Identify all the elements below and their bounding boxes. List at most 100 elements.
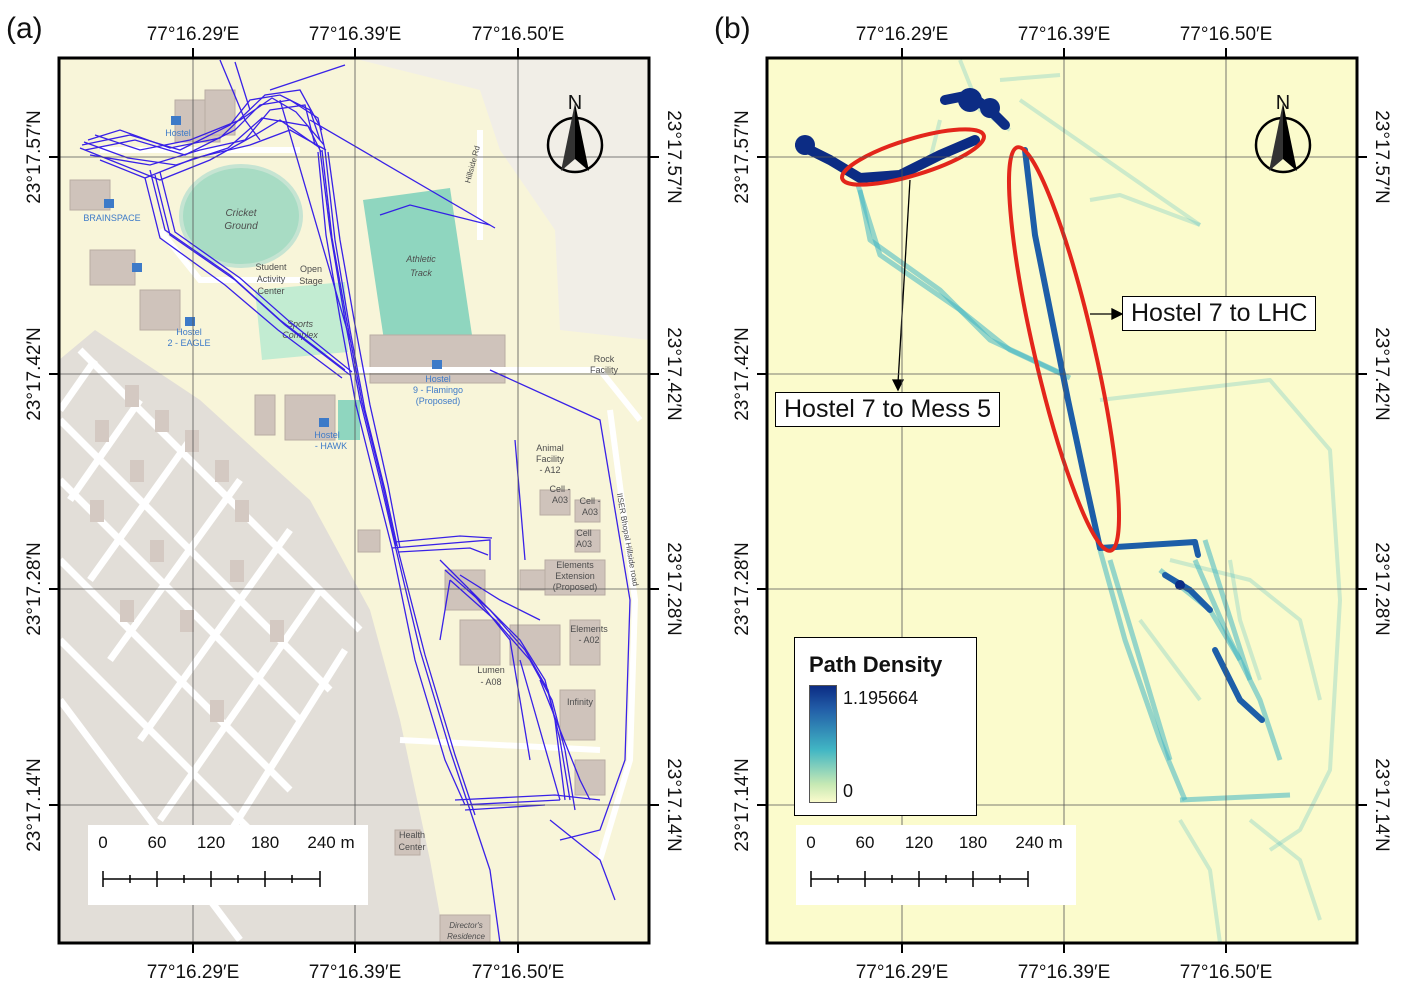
label-residence: Residence: [447, 932, 485, 941]
label-student: Student: [255, 262, 287, 272]
lon-label-bottom: 77°16.29′E: [856, 962, 949, 983]
lon-label-top: 77°16.39′E: [309, 24, 402, 45]
density-strong: [1022, 147, 1265, 723]
label-a02: - A02: [578, 635, 599, 645]
lat-label-left: 23°17.14′N: [24, 758, 45, 852]
label-hawk: - HAWK: [315, 441, 347, 451]
label-a08: - A08: [480, 677, 501, 687]
label-health: Health: [399, 830, 425, 840]
label-stage: Stage: [299, 276, 323, 286]
highlight-lhc: [1007, 145, 1121, 553]
label-cell2-a03: A03: [582, 507, 598, 517]
lat-label-right: 23°17.57′N: [663, 110, 684, 204]
scale-bar: 0 60 120 180 240 m: [88, 825, 368, 905]
scale-label: 0: [806, 833, 816, 852]
label-hostel9: Hostel: [425, 374, 451, 384]
lon-label-bottom: 77°16.39′E: [309, 962, 402, 983]
cricket-ground: [179, 164, 303, 268]
lat-label-left: 23°17.57′N: [732, 110, 753, 204]
label-lumen: Lumen: [477, 665, 505, 675]
label-cell2: Cell -: [579, 496, 600, 506]
label-elements-ext: Elements: [556, 560, 594, 570]
lat-label-left: 23°17.28′N: [24, 542, 45, 636]
label-animal-facility: Facility: [536, 454, 565, 464]
path-density-legend: Path Density 1.195664 0: [794, 637, 977, 816]
label-rock-facility: Facility: [590, 365, 619, 375]
panel-a-tag: (a): [6, 12, 43, 45]
annotation-hostel-mess: Hostel 7 to Mess 5: [775, 392, 1001, 427]
north-arrow-icon: N: [546, 92, 604, 174]
north-arrow-icon: N: [1254, 92, 1312, 174]
gps-trajectories: [79, 59, 631, 943]
north-letter: N: [1276, 92, 1290, 114]
north-letter: N: [568, 92, 582, 114]
label-hostel: Hostel: [165, 128, 191, 138]
scale-label: 60: [147, 833, 167, 852]
legend-title: Path Density: [809, 652, 943, 677]
label-cell3-a03: A03: [576, 539, 592, 549]
sports-complex: [255, 282, 348, 360]
label-hawk-hostel: Hostel: [314, 430, 340, 440]
annotation-hostel-lhc: Hostel 7 to LHC: [1122, 296, 1317, 331]
label-athletic: Athletic: [405, 254, 436, 264]
label-open: Open: [300, 264, 322, 274]
lon-label-top: 77°16.50′E: [472, 24, 565, 45]
lon-label-bottom: 77°16.50′E: [472, 962, 565, 983]
scale-bar: 0 60 120 180 240 m: [796, 825, 1076, 905]
athletic-track: [363, 188, 472, 347]
scale-label: 120: [196, 833, 226, 852]
label-rock: Rock: [594, 354, 615, 364]
label-ext-proposed: (Proposed): [553, 582, 598, 592]
lon-label-bottom: 77°16.39′E: [1018, 962, 1111, 983]
label-director: Director's: [449, 921, 483, 930]
lon-label-top: 77°16.29′E: [856, 24, 949, 45]
label-center: Center: [257, 286, 284, 296]
density-mid: [855, 184, 1291, 803]
label-track: Track: [410, 268, 432, 278]
lat-label-right: 23°17.14′N: [1371, 758, 1392, 852]
lat-label-right: 23°17.28′N: [1371, 542, 1392, 636]
lon-label-bottom: 77°16.29′E: [147, 962, 240, 983]
label-extension: Extension: [555, 571, 595, 581]
label-infinity: Infinity: [567, 697, 594, 707]
label-brainspace: BRAINSPACE: [83, 213, 140, 223]
label-sports: Sports: [287, 319, 314, 329]
legend-max: 1.195664: [843, 688, 919, 708]
label-hostel-eagle: Hostel: [176, 327, 202, 337]
lat-label-left: 23°17.42′N: [24, 327, 45, 421]
lat-label-right: 23°17.42′N: [1371, 327, 1392, 421]
label-eagle: 2 - EAGLE: [167, 338, 210, 348]
lat-label-right: 23°17.57′N: [1371, 110, 1392, 204]
lat-label-left: 23°17.42′N: [732, 327, 753, 421]
label-activity: Activity: [257, 274, 286, 284]
scale-label: 240 m: [307, 833, 355, 852]
highlight-mess: [840, 127, 986, 187]
label-cell1-a03: A03: [552, 495, 568, 505]
legend-min: 0: [843, 781, 854, 801]
label-proposed: (Proposed): [416, 396, 461, 406]
lat-label-left: 23°17.14′N: [732, 758, 753, 852]
scale-label: 180: [958, 833, 988, 852]
scale-label: 240 m: [1015, 833, 1063, 852]
label-health-center: Center: [398, 842, 425, 852]
label-ground: Ground: [224, 221, 258, 232]
label-flamingo: 9 - Flamingo: [413, 385, 463, 395]
lon-label-top: 77°16.50′E: [1180, 24, 1273, 45]
scale-label: 180: [250, 833, 280, 852]
lat-label-right: 23°17.28′N: [663, 542, 684, 636]
panel-b-tag: (b): [714, 12, 751, 45]
scale-label: 60: [855, 833, 875, 852]
lon-label-top: 77°16.29′E: [147, 24, 240, 45]
lat-label-left: 23°17.57′N: [24, 110, 45, 204]
lat-label-right: 23°17.14′N: [663, 758, 684, 852]
lon-label-bottom: 77°16.50′E: [1180, 962, 1273, 983]
scale-label: 0: [98, 833, 108, 852]
lat-label-left: 23°17.28′N: [732, 542, 753, 636]
label-cell1: Cell -: [549, 484, 570, 494]
lon-label-top: 77°16.39′E: [1018, 24, 1111, 45]
legend-colorbar: [809, 685, 837, 803]
lat-label-right: 23°17.42′N: [663, 327, 684, 421]
scale-label: 120: [904, 833, 934, 852]
label-cricket: Cricket: [225, 208, 257, 219]
label-elements-a02: Elements: [570, 624, 608, 634]
